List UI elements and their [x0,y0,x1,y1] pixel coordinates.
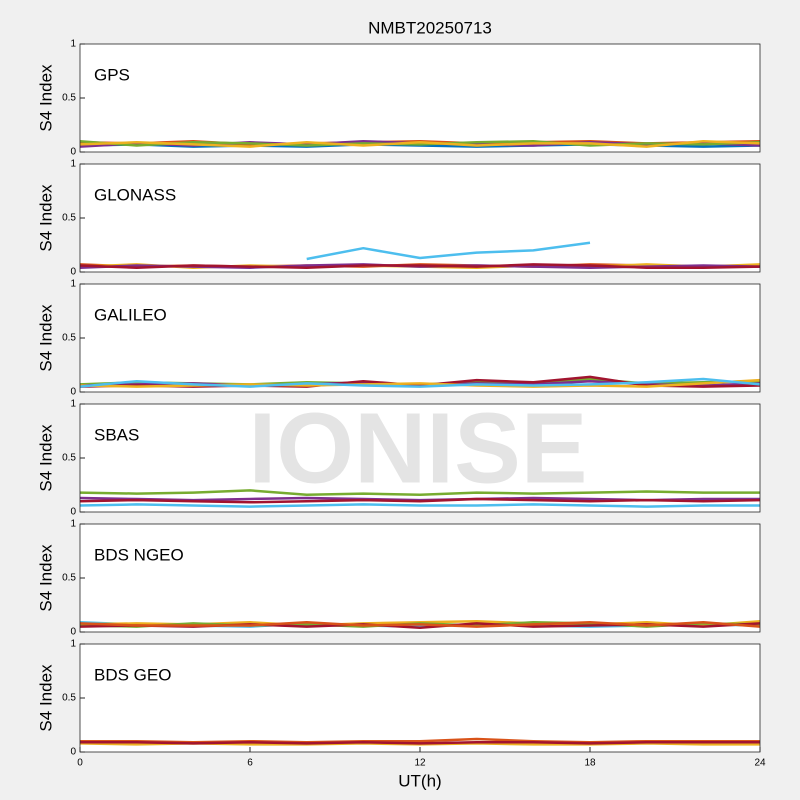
series-line [79,503,760,508]
series-line [79,489,760,496]
y-axis-label: S4 Index [36,64,55,132]
y-axis-label: S4 Index [36,664,55,732]
plot-area [80,644,760,752]
series-line [79,497,761,504]
panel-label: BDS GEO [94,665,171,684]
watermark: IONISE [249,392,588,504]
x-axis-label: UT(h) [398,771,441,790]
panel-label: GPS [94,65,130,84]
x-tick-label: 6 [247,758,253,769]
y-tick-label: 1 [70,279,76,290]
y-tick-label: 0.5 [62,573,76,584]
plot-content [79,243,761,269]
panel-label: BDS NGEO [94,545,184,564]
y-tick-label: 0 [70,507,76,518]
y-tick-label: 0 [70,747,76,758]
y-tick-label: 0.5 [62,333,76,344]
y-tick-label: 0.5 [62,213,76,224]
series-line [79,377,761,388]
x-tick-label: 12 [414,758,426,769]
y-tick-label: 0.5 [62,453,76,464]
plot-content [79,139,761,148]
y-axis-label: S4 Index [36,424,55,492]
panel-label: SBAS [94,425,139,444]
panel-label: GLONASS [94,185,176,204]
plot-area [80,284,760,392]
y-axis-label: S4 Index [36,304,55,372]
y-tick-label: 1 [70,159,76,170]
y-tick-label: 0.5 [62,693,76,704]
y-tick-label: 1 [70,639,76,650]
plot-content [79,619,761,629]
panel-label: GALILEO [94,305,167,324]
y-tick-label: 0 [70,147,76,158]
figure-title: NMBT20250713 [368,18,492,37]
plot-area [80,524,760,632]
y-tick-label: 1 [70,399,76,410]
y-tick-label: 1 [70,519,76,530]
plot-content [79,489,761,508]
y-tick-label: 0 [70,387,76,398]
y-tick-label: 1 [70,39,76,50]
series-line [79,621,761,628]
series-line [79,139,761,148]
y-tick-label: 0 [70,267,76,278]
plot-content [79,737,760,746]
y-axis-label: S4 Index [36,544,55,612]
series-line [79,263,761,269]
x-tick-label: 0 [77,758,83,769]
y-tick-label: 0.5 [62,93,76,104]
y-tick-label: 0 [70,627,76,638]
x-tick-label: 24 [754,758,766,769]
x-tick-label: 18 [584,758,596,769]
series-line [79,139,761,147]
plot-area [80,164,760,272]
plot-content [79,375,761,388]
plot-area [80,44,760,152]
series-line [80,741,760,745]
y-axis-label: S4 Index [36,184,55,252]
